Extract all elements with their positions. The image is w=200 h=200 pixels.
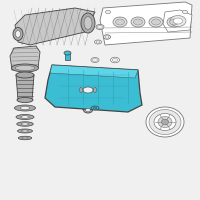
Ellipse shape: [17, 98, 33, 102]
Ellipse shape: [86, 108, 90, 112]
Ellipse shape: [174, 18, 182, 24]
Polygon shape: [100, 2, 192, 45]
Ellipse shape: [79, 84, 97, 96]
Ellipse shape: [95, 40, 102, 44]
Ellipse shape: [92, 58, 98, 62]
Ellipse shape: [17, 122, 33, 126]
Ellipse shape: [96, 24, 104, 29]
Ellipse shape: [91, 58, 99, 62]
Ellipse shape: [16, 72, 34, 78]
Ellipse shape: [93, 107, 97, 109]
Ellipse shape: [162, 119, 168, 125]
Ellipse shape: [152, 19, 160, 25]
Polygon shape: [81, 92, 94, 110]
Ellipse shape: [64, 51, 71, 55]
Ellipse shape: [21, 116, 29, 118]
Bar: [65, 53, 70, 60]
Ellipse shape: [18, 136, 32, 140]
Ellipse shape: [149, 110, 181, 134]
Ellipse shape: [91, 106, 99, 110]
Ellipse shape: [104, 35, 110, 39]
Polygon shape: [10, 46, 40, 70]
Polygon shape: [163, 10, 192, 32]
Ellipse shape: [110, 57, 120, 63]
Ellipse shape: [21, 123, 29, 125]
Ellipse shape: [14, 105, 36, 111]
Ellipse shape: [105, 36, 109, 38]
Ellipse shape: [131, 17, 145, 27]
Ellipse shape: [22, 130, 29, 132]
Ellipse shape: [170, 19, 179, 25]
Ellipse shape: [112, 58, 118, 62]
Ellipse shape: [12, 64, 38, 72]
Ellipse shape: [15, 66, 35, 71]
Ellipse shape: [167, 17, 181, 27]
Ellipse shape: [146, 107, 184, 137]
Ellipse shape: [16, 30, 21, 38]
Ellipse shape: [113, 17, 127, 27]
Ellipse shape: [16, 114, 34, 119]
Polygon shape: [45, 65, 142, 112]
Ellipse shape: [84, 107, 92, 113]
Ellipse shape: [96, 41, 100, 43]
Ellipse shape: [116, 19, 124, 25]
Ellipse shape: [83, 87, 93, 93]
Ellipse shape: [20, 106, 30, 110]
Ellipse shape: [149, 17, 163, 27]
Ellipse shape: [98, 25, 102, 28]
Ellipse shape: [13, 27, 23, 40]
Ellipse shape: [106, 10, 110, 14]
Ellipse shape: [84, 17, 92, 29]
Ellipse shape: [94, 88, 96, 92]
Polygon shape: [15, 8, 95, 45]
Ellipse shape: [80, 88, 83, 92]
Ellipse shape: [182, 10, 188, 14]
Polygon shape: [16, 75, 34, 100]
Ellipse shape: [158, 116, 172, 128]
Ellipse shape: [170, 16, 186, 26]
Ellipse shape: [22, 137, 28, 139]
Ellipse shape: [134, 19, 142, 25]
Polygon shape: [50, 65, 138, 78]
Ellipse shape: [18, 129, 32, 133]
Ellipse shape: [154, 114, 176, 130]
Ellipse shape: [81, 13, 95, 33]
